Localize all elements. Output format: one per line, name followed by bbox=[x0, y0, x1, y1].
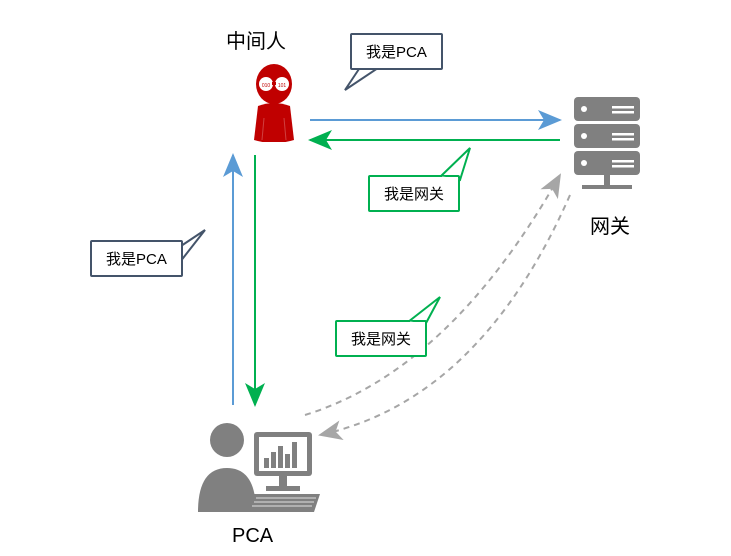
svg-text:010: 010 bbox=[262, 83, 271, 89]
callout-text: 我是PCA bbox=[366, 44, 427, 61]
svg-text:101: 101 bbox=[278, 83, 287, 89]
mitm-label: 中间人 bbox=[226, 25, 286, 54]
callout-text: 我是PCA bbox=[106, 251, 167, 268]
user-computer-icon bbox=[192, 412, 322, 522]
callout-i-am-gateway-top: 我是网关 bbox=[368, 175, 460, 212]
callout-text: 我是网关 bbox=[384, 186, 444, 203]
pca-label: PCA bbox=[232, 525, 273, 548]
server-icon bbox=[568, 93, 646, 198]
callout-i-am-gateway-mid: 我是网关 bbox=[335, 320, 427, 357]
hacker-icon: 010 101 bbox=[248, 62, 300, 147]
callout-i-am-pca-top: 我是PCA bbox=[350, 33, 443, 70]
gateway-label: 网关 bbox=[590, 210, 630, 239]
diagram-canvas bbox=[0, 0, 731, 556]
callout-i-am-pca-left: 我是PCA bbox=[90, 240, 183, 277]
arrow-gateway-to-pca-dashed bbox=[320, 195, 570, 435]
callout-text: 我是网关 bbox=[351, 331, 411, 348]
